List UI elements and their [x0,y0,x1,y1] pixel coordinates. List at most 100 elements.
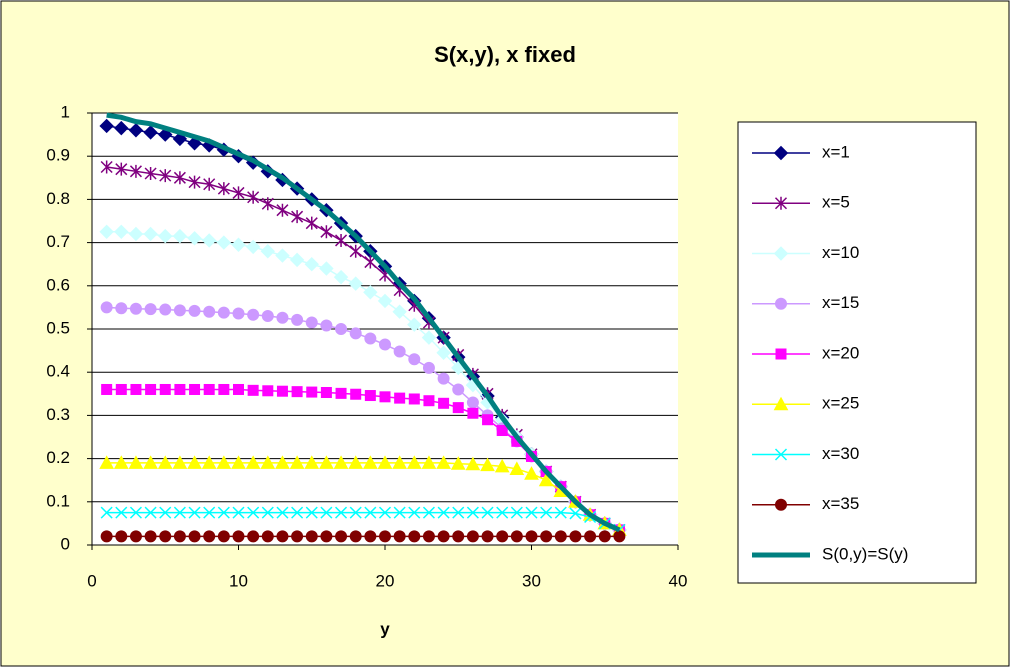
marker [320,506,333,519]
marker [245,455,261,469]
marker [276,385,288,397]
marker [276,203,289,217]
marker [437,372,450,385]
y-tick-label: 0.3 [46,405,70,424]
marker [159,530,172,543]
y-tick-label: 0.7 [46,232,70,251]
marker [203,305,216,318]
marker [260,455,276,469]
marker [157,455,173,469]
marker [245,239,261,255]
marker [188,304,201,317]
marker [305,506,318,519]
marker [466,530,479,543]
marker [231,237,246,252]
marker [569,507,582,520]
marker [128,455,144,469]
marker [598,530,611,543]
marker [467,407,479,419]
marker [422,361,435,374]
marker [319,261,334,276]
marker [450,456,466,470]
marker [335,530,348,543]
marker [437,530,450,543]
marker [159,506,172,519]
marker [247,506,260,519]
legend-label: x=1 [822,142,850,161]
marker [584,530,597,543]
y-tick-label: 0.2 [46,448,70,467]
marker [496,530,509,543]
marker [99,455,114,469]
legend-label: x=30 [822,444,859,463]
y-tick-label: 0.6 [46,275,70,294]
marker [129,506,142,519]
marker [128,123,144,138]
marker [247,308,260,321]
marker [437,506,450,519]
marker [480,457,495,472]
marker [466,396,479,409]
y-tick-label: 0.9 [46,146,70,165]
marker [159,303,172,316]
marker [335,323,348,335]
marker [203,530,216,543]
marker [408,506,421,519]
marker [378,506,392,519]
marker [394,392,406,404]
marker [99,224,114,240]
marker [115,302,128,315]
marker [452,506,465,519]
marker [350,388,362,400]
marker [306,386,318,398]
marker [775,348,787,360]
marker [320,387,332,399]
marker [452,530,465,543]
marker [775,498,787,511]
marker [261,197,274,211]
marker [438,397,450,409]
marker [392,455,407,469]
marker [187,231,202,246]
marker [174,383,186,395]
marker [481,530,494,543]
marker [538,472,554,487]
marker [217,506,230,519]
series-line [106,511,620,531]
marker [379,530,391,543]
marker [510,506,523,519]
marker [115,530,128,543]
marker [304,256,319,272]
legend-label: x=20 [822,343,859,362]
marker [143,455,158,469]
legend-label: x=35 [822,494,859,513]
marker [452,402,464,414]
marker [187,455,202,469]
marker [613,530,626,543]
marker [773,145,789,161]
marker [100,301,113,314]
marker [408,353,421,366]
marker [114,120,129,136]
marker [554,530,567,543]
marker [423,395,435,407]
marker [320,319,333,332]
marker [421,455,437,469]
marker [203,506,216,519]
marker [349,506,362,519]
marker [276,311,289,324]
marker [289,455,305,469]
y-tick-label: 0.5 [46,318,70,337]
y-tick-label: 1 [61,102,70,121]
marker [406,455,422,469]
marker [379,391,391,403]
marker [305,316,318,329]
marker [201,455,217,469]
marker [436,345,451,360]
marker [189,383,201,395]
marker [524,466,539,480]
y-tick-label: 0.8 [46,189,70,208]
marker [203,383,215,395]
marker [364,390,376,402]
marker [408,530,421,543]
